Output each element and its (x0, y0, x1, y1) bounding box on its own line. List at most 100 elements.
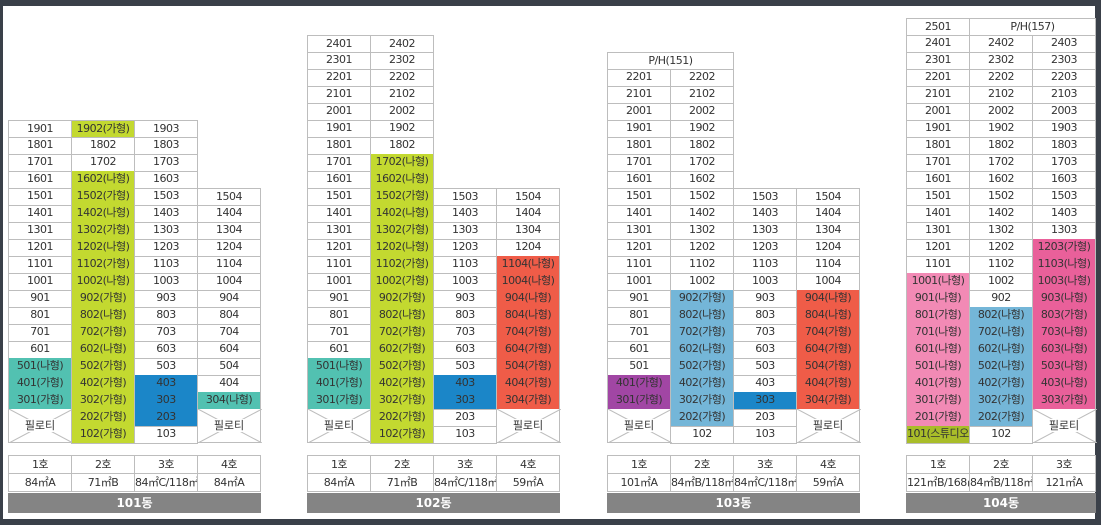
unit-cell[interactable]: 603 (433, 341, 497, 359)
unit-cell[interactable]: 702(가형) (370, 324, 434, 342)
unit-cell[interactable]: 2002 (670, 103, 734, 121)
unit-cell[interactable]: 403(나형) (1032, 375, 1096, 393)
unit-cell[interactable]: 1301 (307, 222, 371, 240)
unit-cell[interactable]: 2302 (370, 52, 434, 70)
unit-cell[interactable]: 1103 (733, 256, 797, 274)
unit-cell[interactable]: 602(나형) (71, 341, 135, 359)
unit-cell[interactable]: 201(가형) (906, 409, 970, 427)
unit-cell[interactable]: 1901 (8, 120, 72, 138)
unit-cell[interactable]: 102(가형) (370, 426, 434, 444)
unit-cell[interactable]: 503 (433, 358, 497, 376)
unit-cell[interactable]: 203 (134, 409, 198, 427)
unit-cell[interactable]: 1602 (670, 171, 734, 189)
unit-cell[interactable]: 1303 (1032, 222, 1096, 240)
unit-cell[interactable]: 604(가형) (496, 341, 560, 359)
unit-cell[interactable]: 701 (8, 324, 72, 342)
unit-cell[interactable]: 1601 (906, 171, 970, 189)
unit-cell[interactable]: 1503 (733, 188, 797, 206)
unit-cell[interactable]: 804 (197, 307, 261, 325)
unit-cell[interactable]: 1103 (134, 256, 198, 274)
unit-cell[interactable]: 2202 (969, 69, 1033, 87)
unit-cell[interactable]: P/H(151) (607, 52, 734, 70)
unit-cell[interactable]: 503 (733, 358, 797, 376)
unit-cell[interactable]: 1203 (134, 239, 198, 257)
unit-cell[interactable]: 1003 (433, 273, 497, 291)
unit-cell[interactable]: 1002(가형) (370, 273, 434, 291)
unit-cell[interactable]: 1601 (307, 171, 371, 189)
unit-cell[interactable]: 1502 (969, 188, 1033, 206)
unit-cell[interactable]: 704(가형) (496, 324, 560, 342)
unit-cell[interactable]: 1302 (969, 222, 1033, 240)
unit-cell[interactable]: 301(가형) (307, 392, 371, 410)
unit-cell[interactable]: 402(가형) (370, 375, 434, 393)
unit-cell[interactable]: 1504 (197, 188, 261, 206)
unit-cell[interactable]: 803 (134, 307, 198, 325)
unit-cell[interactable]: 1104 (197, 256, 261, 274)
unit-cell[interactable]: 1404 (197, 205, 261, 223)
unit-cell[interactable]: 1301 (607, 222, 671, 240)
unit-cell[interactable]: 2003 (1032, 103, 1096, 121)
unit-cell[interactable]: 1803 (1032, 137, 1096, 155)
unit-cell[interactable]: 2001 (307, 103, 371, 121)
unit-cell[interactable]: 1003(나형) (1032, 273, 1096, 291)
unit-cell[interactable]: 1802 (370, 137, 434, 155)
unit-cell[interactable]: 304(나형) (197, 392, 261, 410)
unit-cell[interactable]: 302(가형) (670, 392, 734, 410)
unit-cell[interactable]: 501(나형) (906, 358, 970, 376)
unit-cell[interactable]: 703(나형) (1032, 324, 1096, 342)
unit-cell[interactable]: 502(가형) (670, 358, 734, 376)
unit-cell[interactable]: 1004 (197, 273, 261, 291)
unit-cell[interactable]: 1004 (796, 273, 860, 291)
unit-cell[interactable]: 102 (670, 426, 734, 444)
unit-cell[interactable]: 801 (607, 307, 671, 325)
unit-cell[interactable]: 701 (307, 324, 371, 342)
unit-cell[interactable]: 1201 (8, 239, 72, 257)
unit-cell[interactable]: 802(나형) (969, 307, 1033, 325)
unit-cell[interactable]: 801(가형) (906, 307, 970, 325)
unit-cell[interactable]: 402(가형) (670, 375, 734, 393)
unit-cell[interactable]: 203 (733, 409, 797, 427)
unit-cell[interactable]: 1101 (906, 256, 970, 274)
unit-cell[interactable]: 1302(가형) (71, 222, 135, 240)
unit-cell[interactable]: 2101 (906, 86, 970, 104)
unit-cell[interactable]: 803(가형) (1032, 307, 1096, 325)
unit-cell[interactable]: 1104(나형) (496, 256, 560, 274)
unit-cell[interactable]: 1501 (607, 188, 671, 206)
unit-cell[interactable]: 1801 (8, 137, 72, 155)
unit-cell[interactable]: 904(나형) (496, 290, 560, 308)
unit-cell[interactable]: 103 (733, 426, 797, 444)
unit-cell[interactable]: 1302(가형) (370, 222, 434, 240)
unit-cell[interactable]: 1401 (307, 205, 371, 223)
unit-cell[interactable]: 1102(가형) (71, 256, 135, 274)
unit-cell[interactable]: 1801 (906, 137, 970, 155)
unit-cell[interactable]: 1802 (71, 137, 135, 155)
unit-cell[interactable]: 1304 (197, 222, 261, 240)
unit-cell[interactable]: 1901 (607, 120, 671, 138)
unit-cell[interactable]: 1102 (670, 256, 734, 274)
unit-cell[interactable]: 1004(나형) (496, 273, 560, 291)
unit-cell[interactable]: 103 (134, 426, 198, 444)
unit-cell[interactable]: 1501 (906, 188, 970, 206)
unit-cell[interactable]: 401(가형) (607, 375, 671, 393)
unit-cell[interactable]: 1204 (496, 239, 560, 257)
unit-cell[interactable]: 1803 (134, 137, 198, 155)
unit-cell[interactable]: 1001(나형) (906, 273, 970, 291)
unit-cell[interactable]: 2402 (370, 35, 434, 53)
unit-cell[interactable]: 1101 (8, 256, 72, 274)
unit-cell[interactable]: 504(가형) (496, 358, 560, 376)
unit-cell[interactable]: 904(나형) (796, 290, 860, 308)
unit-cell[interactable]: 302(가형) (969, 392, 1033, 410)
unit-cell[interactable]: 603(나형) (1032, 341, 1096, 359)
unit-cell[interactable]: 1701 (607, 154, 671, 172)
unit-cell[interactable]: 1602(나형) (370, 171, 434, 189)
unit-cell[interactable]: 1302 (670, 222, 734, 240)
unit-cell[interactable]: 502(가형) (71, 358, 135, 376)
unit-cell[interactable]: 402(가형) (969, 375, 1033, 393)
unit-cell[interactable]: 603 (733, 341, 797, 359)
unit-cell[interactable]: 802(나형) (670, 307, 734, 325)
unit-cell[interactable]: 1903 (134, 120, 198, 138)
unit-cell[interactable]: 1404 (496, 205, 560, 223)
unit-cell[interactable]: 2202 (670, 69, 734, 87)
unit-cell[interactable]: 303(가형) (1032, 392, 1096, 410)
unit-cell[interactable]: 703 (433, 324, 497, 342)
